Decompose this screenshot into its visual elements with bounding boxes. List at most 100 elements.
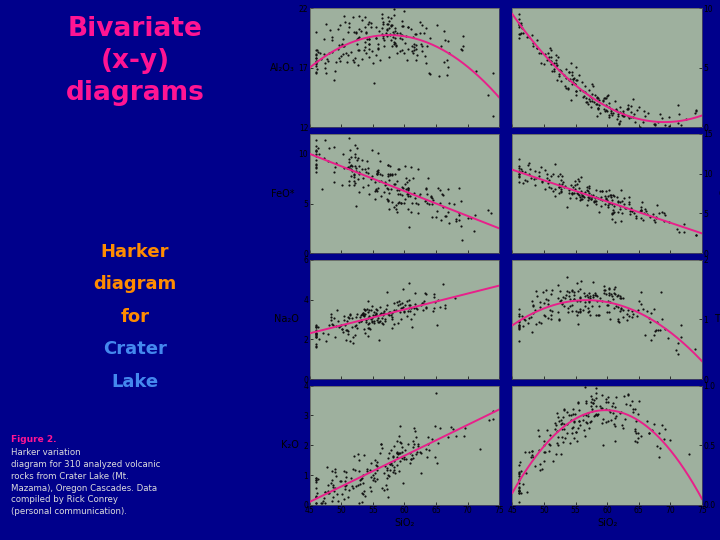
Point xyxy=(410,30,421,38)
Point xyxy=(554,66,565,75)
Point xyxy=(544,306,555,315)
Point xyxy=(543,299,554,308)
Point xyxy=(372,316,383,325)
Point xyxy=(362,296,374,305)
Point xyxy=(469,211,481,219)
Point xyxy=(414,189,426,198)
Point xyxy=(383,53,395,62)
Point xyxy=(396,454,408,463)
Point xyxy=(396,16,408,25)
Point xyxy=(364,45,375,53)
Point xyxy=(413,200,424,208)
Point xyxy=(408,440,420,448)
Point xyxy=(366,174,377,183)
Point xyxy=(413,192,425,200)
Point xyxy=(386,311,397,320)
Point xyxy=(395,421,406,430)
Point xyxy=(341,473,352,482)
Point xyxy=(538,437,549,445)
Point xyxy=(620,400,631,408)
Point xyxy=(581,201,593,210)
Point xyxy=(354,25,365,34)
Point xyxy=(531,43,542,52)
Point xyxy=(312,323,323,332)
Point xyxy=(598,281,610,290)
Y-axis label: TiO₂: TiO₂ xyxy=(714,314,720,325)
Point xyxy=(325,312,337,321)
Point xyxy=(621,315,633,324)
Point xyxy=(354,188,365,197)
Point xyxy=(597,96,608,105)
Point xyxy=(663,112,675,121)
Point xyxy=(358,308,369,317)
Point xyxy=(571,180,582,188)
Point xyxy=(536,178,548,186)
Point xyxy=(618,199,630,208)
Point xyxy=(622,105,634,113)
Point xyxy=(582,308,594,317)
Point xyxy=(519,448,531,456)
Point xyxy=(370,23,382,31)
Point xyxy=(575,276,587,285)
Point xyxy=(453,216,464,225)
Point xyxy=(614,293,626,302)
Point xyxy=(583,184,595,193)
Point xyxy=(652,442,663,450)
Point xyxy=(600,394,612,403)
Point xyxy=(358,183,369,192)
Point xyxy=(584,293,595,302)
Point xyxy=(572,188,583,197)
Point xyxy=(588,395,599,404)
Point xyxy=(557,292,569,301)
Point xyxy=(351,482,362,490)
Point xyxy=(312,475,323,484)
Point xyxy=(562,307,574,316)
Point xyxy=(372,187,383,196)
Point xyxy=(563,68,575,76)
Point xyxy=(382,172,394,180)
Point xyxy=(606,210,617,219)
Point xyxy=(646,426,657,434)
Point xyxy=(544,431,556,440)
Point xyxy=(360,167,372,176)
Point xyxy=(583,296,595,305)
Point xyxy=(553,180,564,188)
Point xyxy=(616,304,627,313)
Point xyxy=(652,201,663,210)
Point xyxy=(513,21,524,29)
Point xyxy=(363,35,374,43)
Point xyxy=(405,458,416,467)
Y-axis label: K₂O: K₂O xyxy=(282,440,300,450)
Point xyxy=(621,105,632,113)
Point xyxy=(603,199,614,207)
Point xyxy=(339,484,351,493)
Point xyxy=(572,287,584,296)
Point xyxy=(432,438,444,447)
Point xyxy=(612,198,624,206)
Point xyxy=(606,415,617,424)
Point xyxy=(550,56,562,65)
Point xyxy=(354,498,365,507)
Point xyxy=(587,94,598,103)
Point xyxy=(382,25,393,33)
Point xyxy=(574,421,585,429)
Point xyxy=(381,26,392,35)
Point xyxy=(592,411,603,420)
Point xyxy=(605,191,616,199)
Point xyxy=(458,431,469,440)
Point xyxy=(386,446,397,454)
Point xyxy=(343,18,355,27)
Point xyxy=(386,170,397,179)
Point xyxy=(343,330,354,339)
Point xyxy=(514,30,526,38)
Point xyxy=(630,417,642,426)
Point xyxy=(392,165,404,173)
Point xyxy=(578,192,590,201)
Point xyxy=(395,29,406,37)
Point xyxy=(593,193,604,202)
Point xyxy=(405,455,416,463)
Point xyxy=(346,153,357,161)
Point xyxy=(521,487,533,496)
Point xyxy=(431,458,443,467)
Point xyxy=(607,292,618,300)
